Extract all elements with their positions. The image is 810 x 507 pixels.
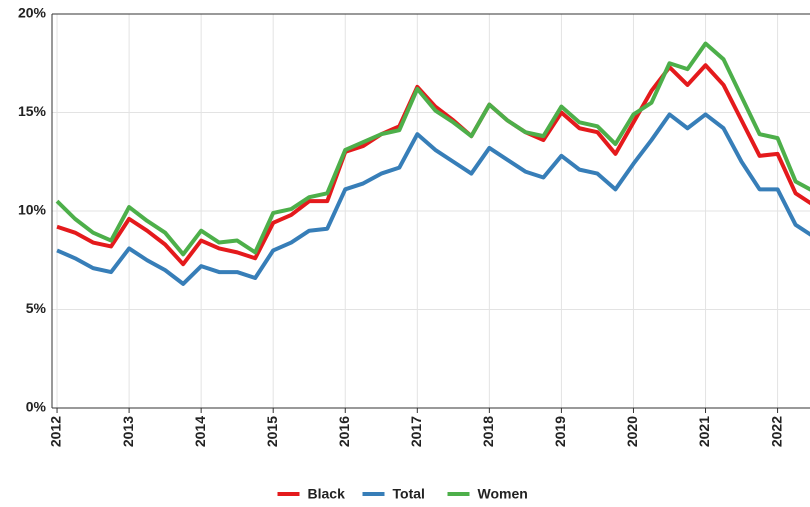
line-series [56,63,810,267]
line-series [56,112,810,286]
x-tick-label: 2019 [552,416,568,447]
y-tick-label: 0% [26,399,47,415]
legend: Black Total Women [277,486,528,502]
x-tick-label: 2016 [336,416,352,447]
x-tick-label: 2022 [768,416,784,447]
line-series [55,41,810,257]
axes: 0% 5% 10% 15% 20% 2012 2013 2014 2015 2016 2017 201… [18,5,810,447]
y-tick-label: 5% [26,300,47,316]
x-tick-label: 2012 [48,416,64,447]
legend-label: Women [478,486,528,502]
plot-area [55,41,810,286]
x-tick-label: 2017 [408,416,424,447]
y-tick-label: 10% [18,202,47,218]
x-tick-label: 2014 [192,416,208,447]
legend-label: Black [308,486,346,502]
x-tick-label: 2015 [264,416,280,447]
y-tick-label: 20% [18,5,47,21]
legend-label: Total [393,486,425,502]
x-tick-label: 2018 [480,416,496,447]
x-tick-label: 2020 [624,416,640,447]
x-tick-label: 2013 [120,416,136,447]
y-tick-label: 15% [18,103,47,119]
x-tick-label: 2021 [696,416,712,447]
